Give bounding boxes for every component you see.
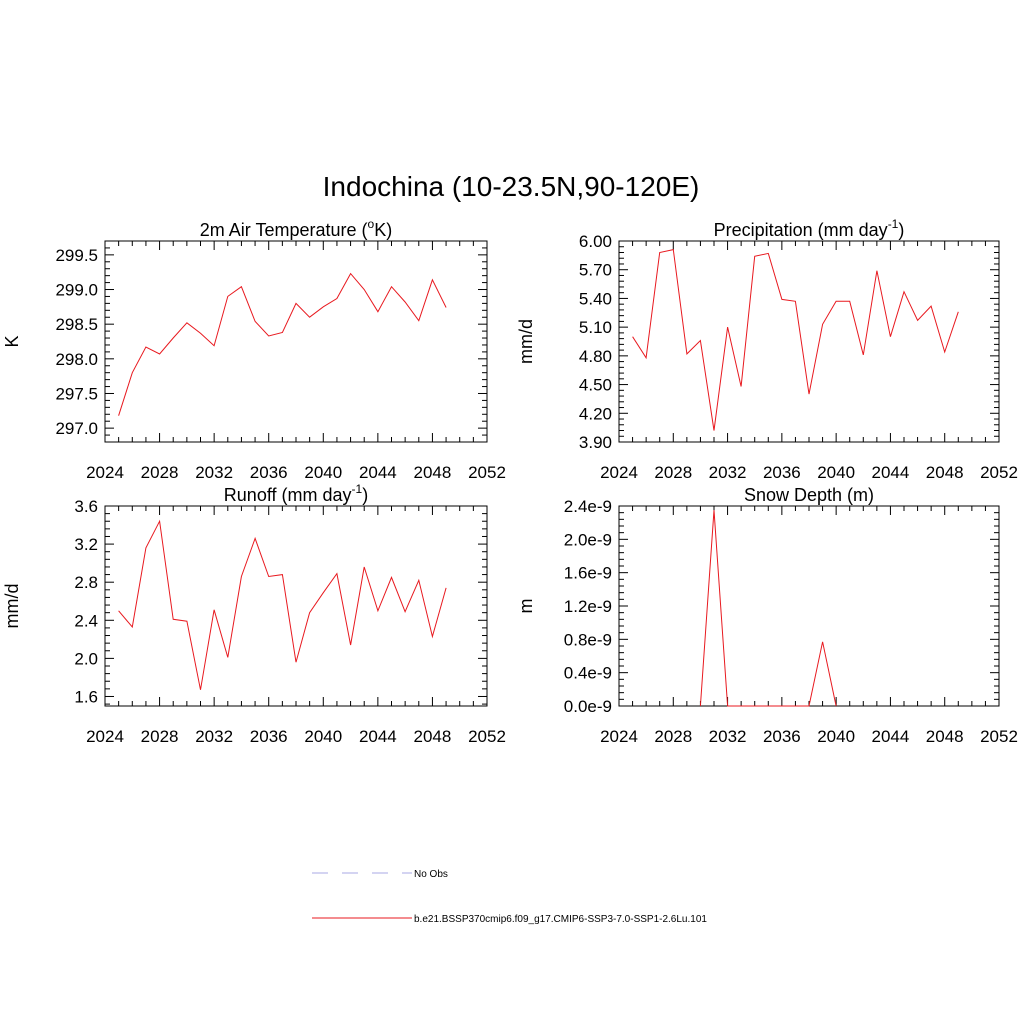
legend-model-label: b.e21.BSSP370cmip6.f09_g17.CMIP6-SSP3-7.… — [414, 914, 707, 925]
x-tick-label: 2044 — [359, 463, 397, 482]
y-tick-label: 5.40 — [579, 289, 612, 308]
y-tick-label: 0.0e-9 — [564, 697, 612, 716]
x-tick-label: 2040 — [817, 727, 855, 746]
y-axis-label: mm/d — [2, 584, 22, 629]
y-axis-label: mm/d — [516, 319, 536, 364]
panel-air-temperature: 2024 2028 2032 2036 2040 2044 2048 2052 297.0 297… — [2, 217, 506, 482]
series-line-runoff — [118, 519, 447, 690]
x-tick-label: 2032 — [709, 463, 747, 482]
x-tick-label: 2048 — [414, 727, 452, 746]
panel-title: Precipitation (mm day-1) — [714, 217, 905, 240]
x-tick-label: 2040 — [304, 463, 342, 482]
y-tick-label: 2.8 — [74, 573, 98, 592]
y-tick-label: 1.6 — [74, 687, 98, 706]
y-tick-label: 298.5 — [55, 315, 98, 334]
y-tick-label: 1.6e-9 — [564, 564, 612, 583]
x-tick-label: 2036 — [763, 463, 801, 482]
x-tick-label: 2040 — [817, 463, 855, 482]
legend: No Obs b.e21.BSSP370cmip6.f09_g17.CMIP6-… — [312, 869, 707, 925]
y-tick-label: 4.20 — [579, 404, 612, 423]
y-tick-label: 299.0 — [55, 281, 98, 300]
panel-runoff: 2024 2028 2032 2036 2040 2044 2048 2052 1.6 2.0 2.… — [2, 482, 506, 746]
y-tick-label: 3.90 — [579, 433, 612, 452]
y-tick-label: 297.0 — [55, 419, 98, 438]
x-tick-label: 2052 — [980, 463, 1018, 482]
x-tick-label: 2032 — [195, 463, 233, 482]
y-tick-label: 2.4e-9 — [564, 497, 612, 516]
y-tick-label: 297.5 — [55, 384, 98, 403]
series-line-air-temperature — [118, 272, 447, 416]
y-tick-label: 298.0 — [55, 350, 98, 369]
x-tick-label: 2036 — [250, 727, 288, 746]
y-tick-label: 4.50 — [579, 376, 612, 395]
x-tick-label: 2052 — [468, 727, 506, 746]
x-tick-label: 2044 — [872, 463, 910, 482]
y-tick-label: 0.8e-9 — [564, 630, 612, 649]
panel-title: 2m Air Temperature (oK) — [200, 217, 392, 240]
panel-snow-depth: 2024 2028 2032 2036 2040 2044 2048 2052 0.0e-9 0.… — [516, 485, 1018, 746]
x-tick-label: 2044 — [872, 727, 910, 746]
y-tick-label: 6.00 — [579, 232, 612, 251]
x-tick-label: 2052 — [980, 727, 1018, 746]
x-tick-label: 2032 — [709, 727, 747, 746]
x-tick-label: 2024 — [86, 463, 124, 482]
x-tick-label: 2028 — [141, 463, 179, 482]
x-tick-label: 2024 — [600, 727, 638, 746]
x-tick-label: 2048 — [414, 463, 452, 482]
y-axis-label: K — [2, 335, 22, 347]
x-tick-label: 2024 — [86, 727, 124, 746]
x-tick-label: 2048 — [926, 463, 964, 482]
plot-frame-snow-depth — [618, 505, 1000, 707]
y-tick-label: 3.6 — [74, 497, 98, 516]
x-tick-label: 2036 — [763, 727, 801, 746]
x-tick-label: 2036 — [250, 463, 288, 482]
series-line-precipitation — [632, 248, 959, 431]
y-tick-label: 2.0 — [74, 649, 98, 668]
x-tick-label: 2032 — [195, 727, 233, 746]
plot-frame-air-temperature — [104, 240, 488, 443]
plot-frame-runoff — [104, 505, 488, 707]
y-tick-label: 2.0e-9 — [564, 530, 612, 549]
x-tick-label: 2040 — [304, 727, 342, 746]
x-tick-label: 2028 — [654, 727, 692, 746]
legend-obs-label: No Obs — [414, 869, 448, 880]
y-tick-label: 4.80 — [579, 347, 612, 366]
x-tick-label: 2048 — [926, 727, 964, 746]
x-tick-label: 2028 — [654, 463, 692, 482]
y-tick-label: 5.10 — [579, 318, 612, 337]
series-line-snow-depth — [699, 510, 837, 707]
y-tick-label: 5.70 — [579, 261, 612, 280]
y-axis-label: m — [516, 599, 536, 614]
x-tick-label: 2052 — [468, 463, 506, 482]
y-tick-label: 0.4e-9 — [564, 664, 612, 683]
panel-title: Runoff (mm day-1) — [224, 482, 368, 505]
y-tick-label: 3.2 — [74, 535, 98, 554]
y-tick-label: 2.4 — [74, 611, 98, 630]
y-tick-label: 299.5 — [55, 246, 98, 265]
panel-precipitation: 2024 2028 2032 2036 2040 2044 2048 2052 3.90 4.20… — [516, 217, 1018, 482]
y-tick-label: 1.2e-9 — [564, 597, 612, 616]
x-tick-label: 2028 — [141, 727, 179, 746]
x-tick-label: 2024 — [600, 463, 638, 482]
panel-title: Snow Depth (m) — [744, 485, 874, 505]
main-title: Indochina (10-23.5N,90-120E) — [323, 171, 700, 202]
x-tick-label: 2044 — [359, 727, 397, 746]
